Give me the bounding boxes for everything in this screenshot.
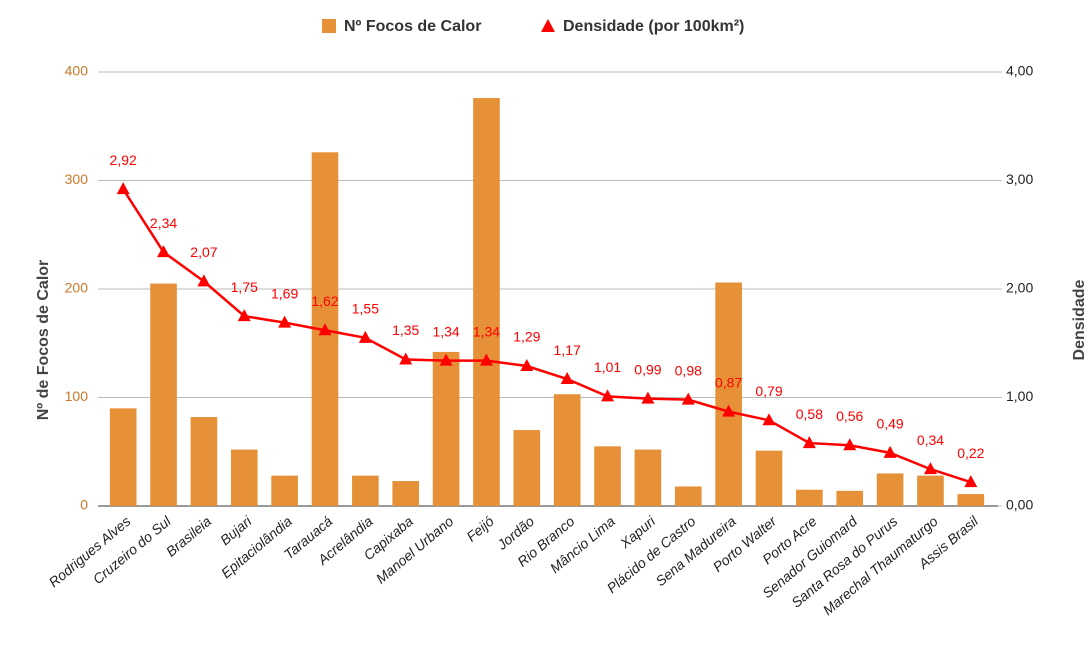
bar xyxy=(957,494,985,506)
bar xyxy=(230,449,258,506)
bar xyxy=(352,475,379,506)
y2-tick-label: 1,00 xyxy=(1006,388,1033,404)
bar xyxy=(150,283,177,506)
line-marker xyxy=(318,323,332,336)
bar xyxy=(634,449,662,506)
line-marker xyxy=(923,462,937,475)
data-label: 1,34 xyxy=(432,323,459,339)
line-marker xyxy=(843,438,857,451)
y2-tick-label: 2,00 xyxy=(1006,280,1033,296)
line-marker xyxy=(681,392,695,405)
bar xyxy=(796,489,823,506)
line-marker xyxy=(479,353,493,366)
bar xyxy=(109,408,137,506)
data-label: 0,79 xyxy=(755,383,782,399)
y-tick-label: 300 xyxy=(65,171,89,187)
line-marker xyxy=(197,274,211,287)
data-label: 2,92 xyxy=(110,152,137,168)
line-marker xyxy=(883,445,897,458)
legend-symbol xyxy=(322,19,336,33)
data-label: 1,62 xyxy=(311,293,338,309)
legend-label: Nº Focos de Calor xyxy=(344,18,481,35)
data-label: 0,22 xyxy=(957,445,984,461)
line xyxy=(122,188,972,484)
y2-axis-label: Densidade xyxy=(1071,279,1088,360)
line-marker xyxy=(439,353,453,366)
bar xyxy=(876,473,904,506)
bar xyxy=(553,394,581,506)
data-label: 1,29 xyxy=(513,329,540,345)
bar xyxy=(674,486,702,506)
data-label: 1,17 xyxy=(554,342,581,358)
data-label: 1,75 xyxy=(231,279,258,295)
data-label: 0,99 xyxy=(634,361,661,377)
x-tick-label: Feijó xyxy=(463,513,497,545)
line-marker xyxy=(601,389,615,402)
bar xyxy=(271,475,298,506)
y2-tick-label: 0,00 xyxy=(1006,497,1033,513)
line-marker xyxy=(722,404,736,417)
data-label: 0,87 xyxy=(715,374,742,390)
line-marker xyxy=(964,475,978,488)
bar xyxy=(917,475,944,506)
line-marker xyxy=(237,309,251,322)
data-label: 0,49 xyxy=(876,416,903,432)
y-tick-label: 400 xyxy=(65,63,89,79)
data-label: 1,34 xyxy=(473,323,500,339)
data-label: 0,34 xyxy=(917,432,944,448)
data-label: 1,55 xyxy=(352,301,379,317)
data-label: 0,98 xyxy=(675,362,702,378)
bar xyxy=(392,481,420,506)
y-axis-label: Nº de Focos de Calor xyxy=(35,260,52,421)
line-marker xyxy=(641,391,655,404)
data-label: 0,56 xyxy=(836,408,863,424)
line-marker xyxy=(762,413,776,426)
data-label: 1,35 xyxy=(392,322,419,338)
legend-symbol xyxy=(541,19,555,32)
line-marker xyxy=(399,352,413,365)
line-marker xyxy=(802,436,816,449)
bar xyxy=(755,450,783,506)
line-marker xyxy=(520,359,534,372)
legend-label: Densidade (por 100km²) xyxy=(563,18,744,35)
line-marker xyxy=(278,315,292,328)
y-tick-label: 200 xyxy=(65,280,89,296)
y-tick-label: 0 xyxy=(80,497,88,513)
y-tick-label: 100 xyxy=(65,388,89,404)
x-tick-label: Brasileia xyxy=(163,513,215,560)
line-marker xyxy=(358,330,372,343)
data-label: 2,34 xyxy=(150,215,177,231)
line-marker xyxy=(157,245,171,258)
bar xyxy=(715,282,742,506)
bar xyxy=(473,98,500,506)
line-marker xyxy=(116,182,130,195)
line-marker xyxy=(560,372,574,385)
bar xyxy=(594,446,621,506)
data-label: 1,69 xyxy=(271,285,298,301)
y2-tick-label: 4,00 xyxy=(1006,63,1033,79)
bar xyxy=(513,430,541,506)
data-label: 1,01 xyxy=(594,359,621,375)
data-label: 0,58 xyxy=(796,406,823,422)
bar xyxy=(432,351,460,506)
bar xyxy=(190,417,218,506)
data-label: 2,07 xyxy=(190,244,217,260)
bar xyxy=(836,490,864,506)
y2-tick-label: 3,00 xyxy=(1006,171,1033,187)
